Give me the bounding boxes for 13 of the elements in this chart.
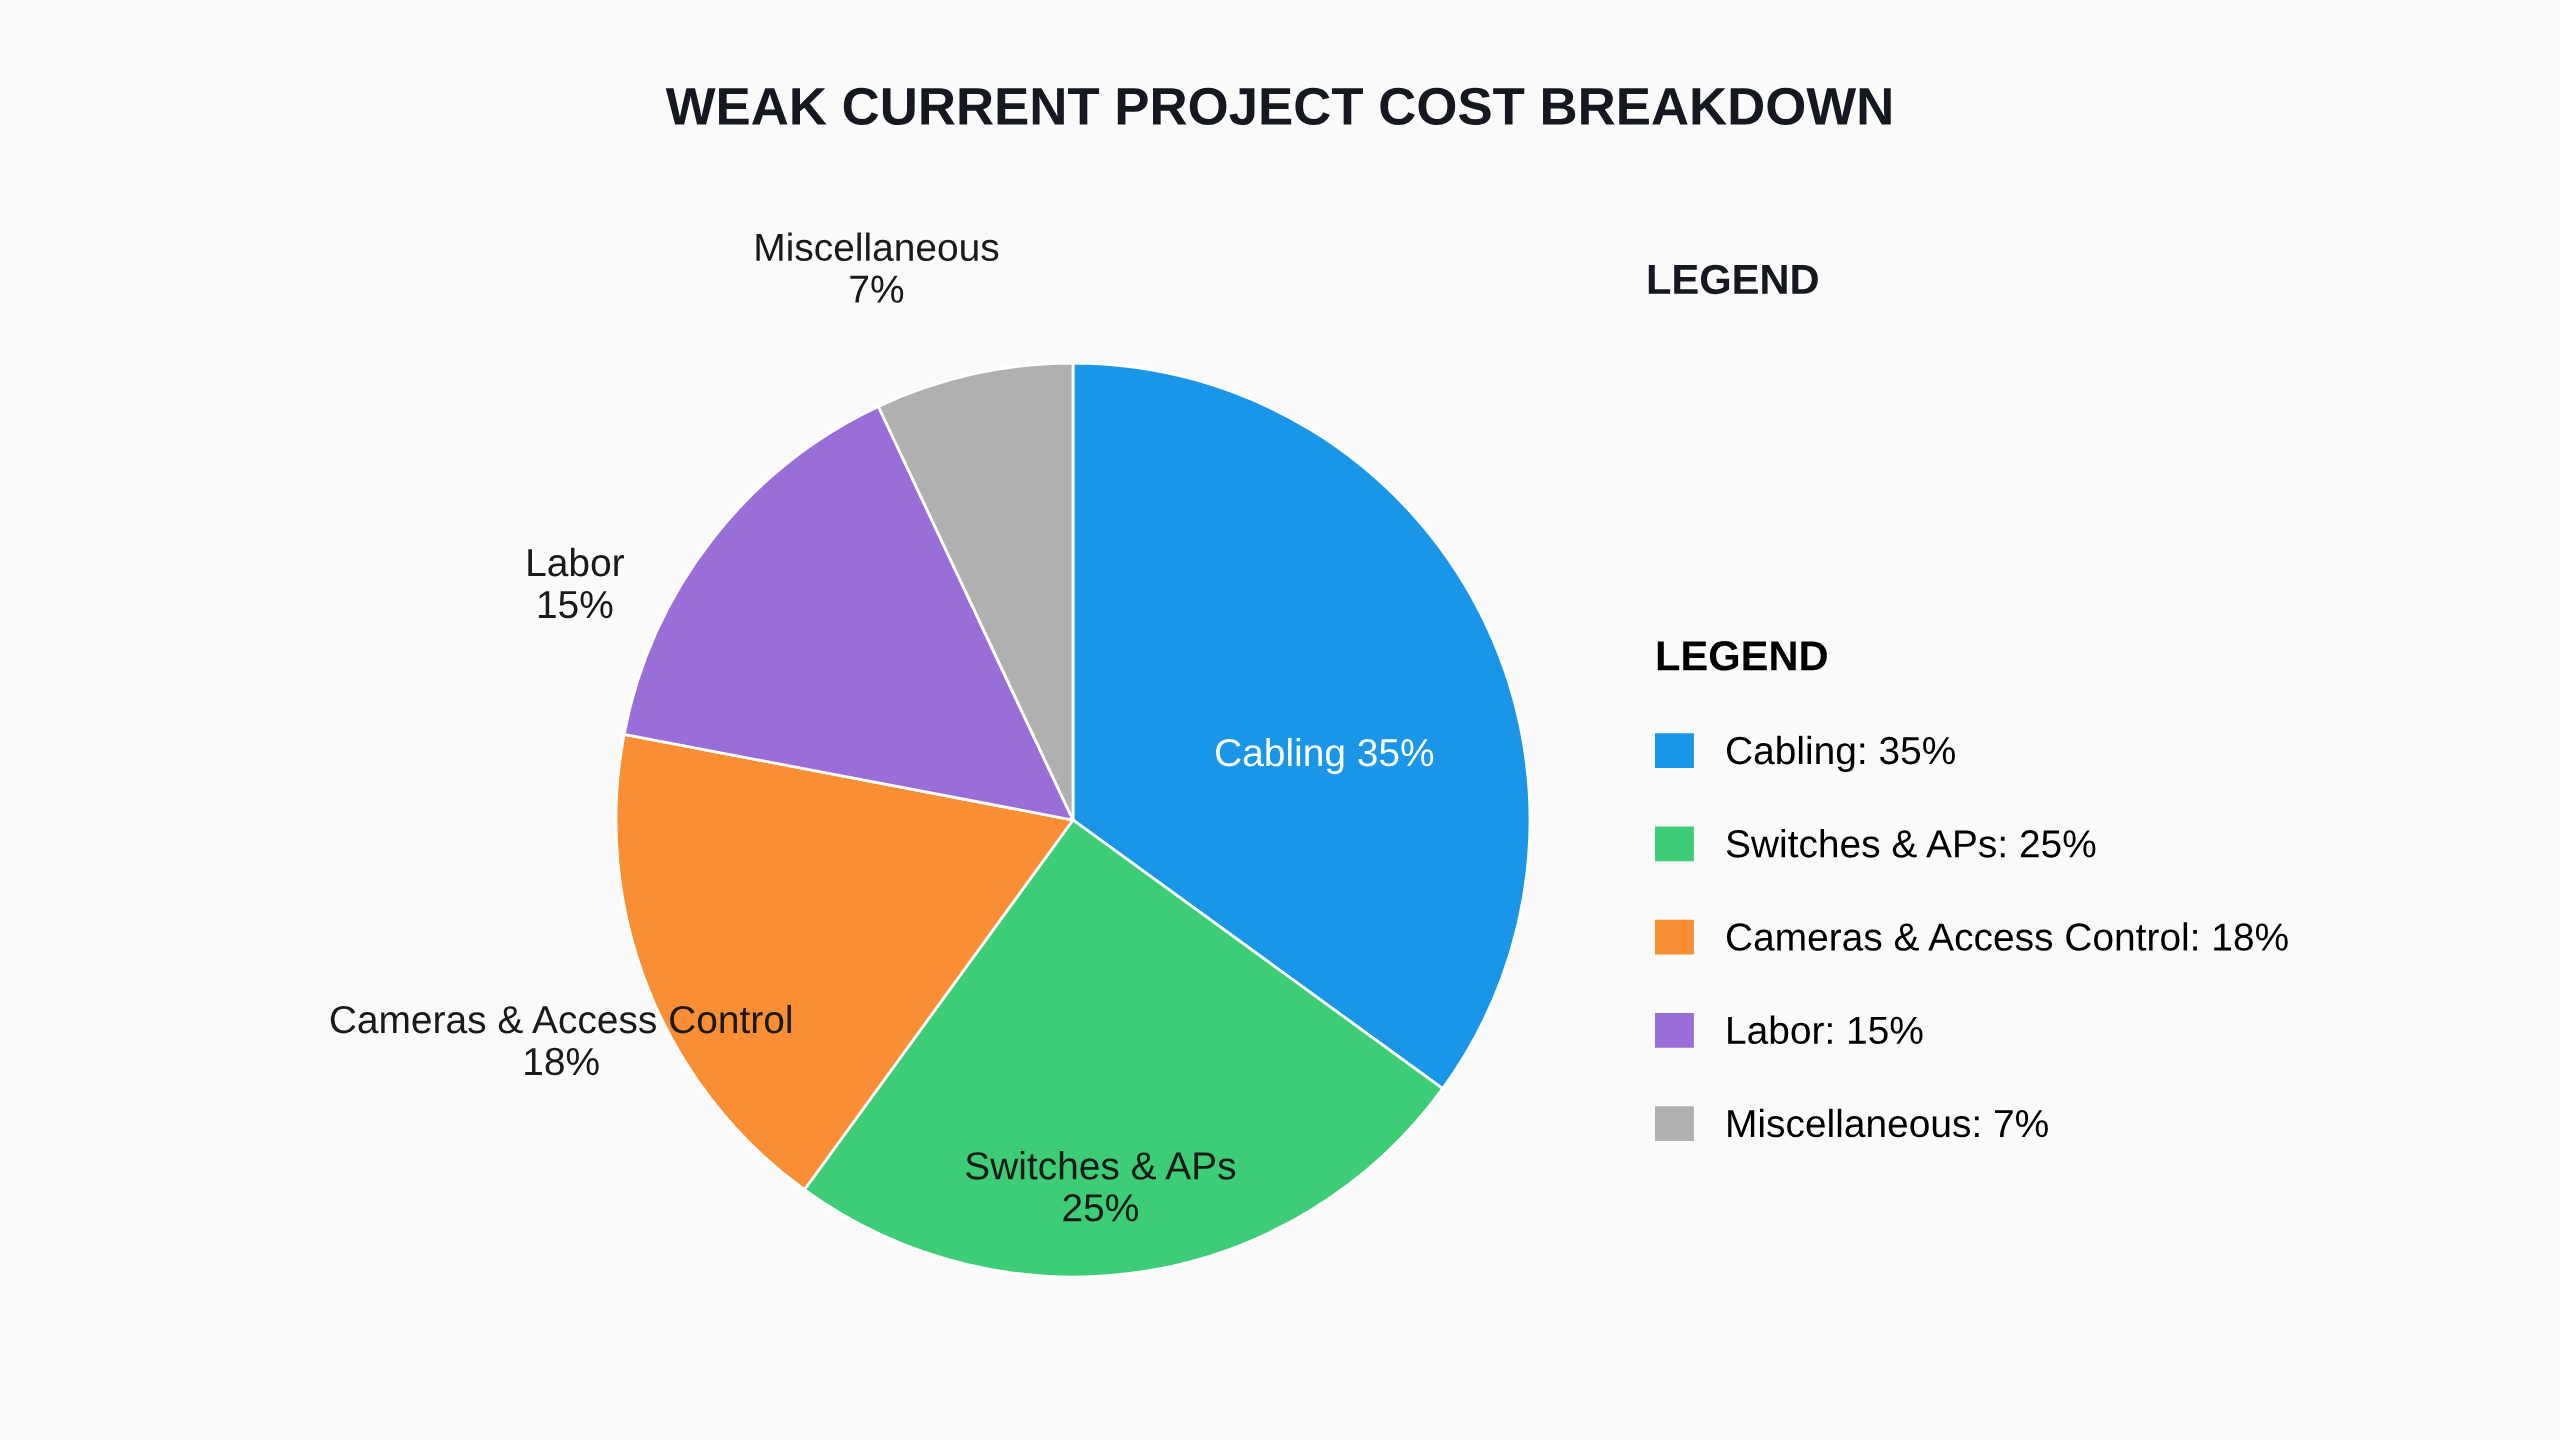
legend-title: LEGEND bbox=[1657, 641, 1827, 671]
legend-label: Labor: 15% bbox=[1728, 1015, 1923, 1045]
data-label: Switches & APs 25% bbox=[966, 1151, 1236, 1222]
legend-label: Cabling: 35% bbox=[1726, 735, 1955, 773]
text: LEGEND bbox=[1648, 264, 1818, 295]
legend-label: Switches & APs: 25% bbox=[1726, 829, 2096, 858]
chart-title: WEAK CURRENT PROJECT COST BREAKDOWN bbox=[665, 87, 1891, 126]
legend-label: Miscellaneous: 7% bbox=[1728, 1108, 2048, 1138]
data-label: Cabling 35% bbox=[1216, 737, 1434, 775]
legend-label: Cameras & Access Control: 18% bbox=[1726, 922, 2288, 951]
data-label: Cameras & Access Control 18% bbox=[330, 1004, 791, 1076]
data-label: Miscellaneous 7% bbox=[756, 232, 999, 303]
data-label: Labor 15% bbox=[528, 547, 624, 619]
